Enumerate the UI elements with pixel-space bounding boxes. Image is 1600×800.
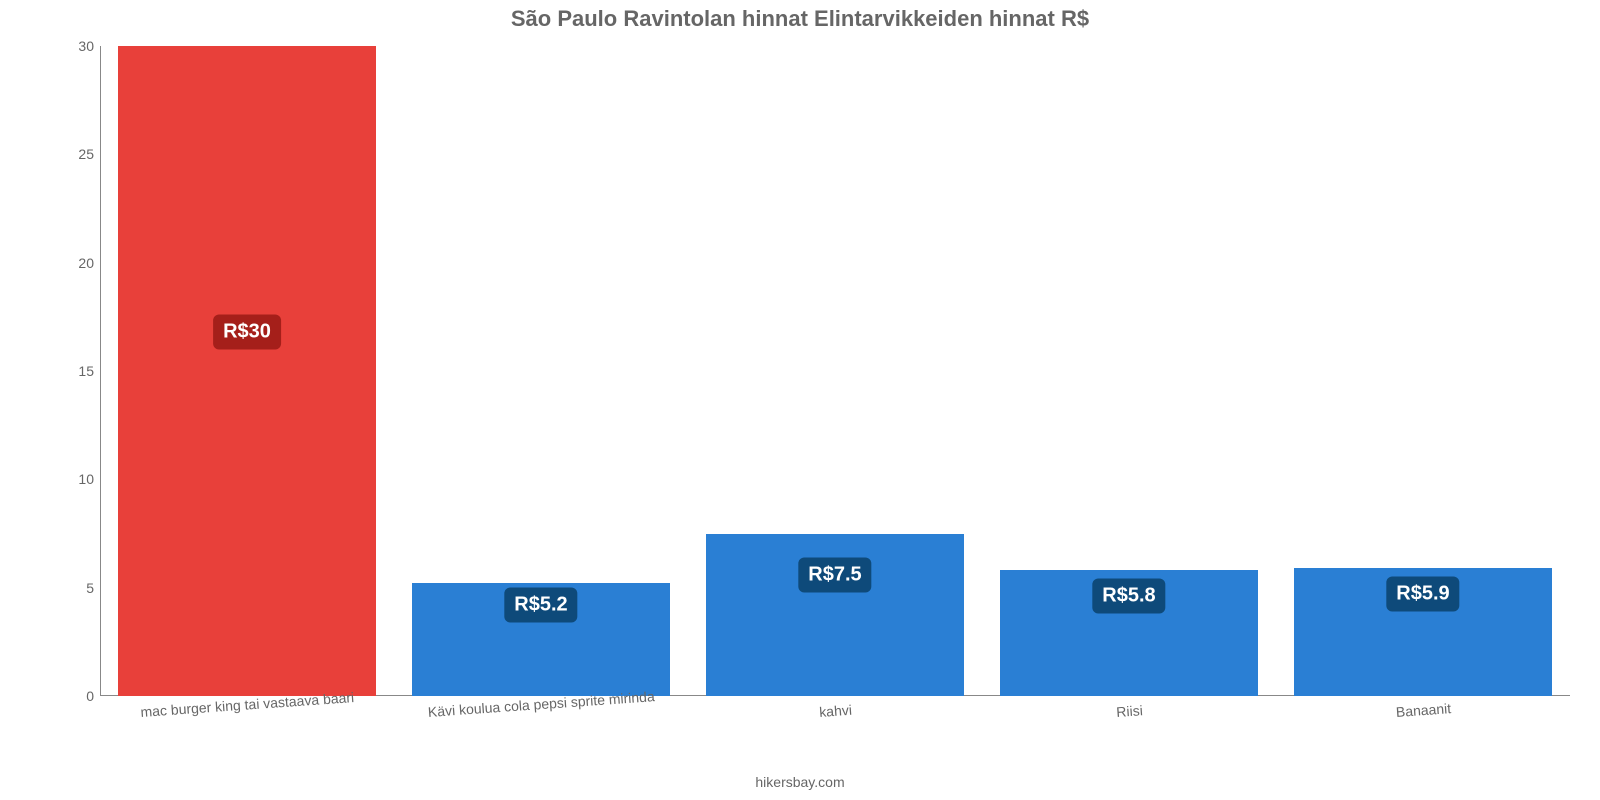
plot-area: 051015202530 R$30R$5.2R$7.5R$5.8R$5.9 — [100, 46, 1570, 696]
bar-slot: R$5.2 — [412, 46, 671, 696]
x-tick-label: Riisi — [1116, 702, 1144, 720]
bar-value-label: R$5.2 — [504, 588, 577, 623]
bar — [118, 46, 377, 696]
bars-container: R$30 R$5.2 R$7.5 R$5.8 R$5.9 — [100, 46, 1570, 696]
y-axis: 051015202530 — [40, 46, 100, 696]
bar-slot: R$5.8 — [1000, 46, 1259, 696]
attribution-text: hikersbay.com — [0, 774, 1600, 790]
bar-slot: R$7.5 — [706, 46, 965, 696]
chart-title: São Paulo Ravintolan hinnat Elintarvikke… — [0, 6, 1600, 32]
x-tick-label: Banaanit — [1395, 700, 1451, 720]
price-bar-chart: São Paulo Ravintolan hinnat Elintarvikke… — [0, 0, 1600, 800]
bar-slot: R$5.9 — [1294, 46, 1553, 696]
y-tick-label: 30 — [78, 38, 94, 54]
bar-value-label: R$5.9 — [1386, 577, 1459, 612]
y-tick-label: 0 — [86, 688, 94, 704]
bar-slot: R$30 — [118, 46, 377, 696]
x-tick-label: kahvi — [819, 702, 853, 720]
y-tick-label: 5 — [86, 580, 94, 596]
bar-value-label: R$5.8 — [1092, 579, 1165, 614]
bar-value-label: R$7.5 — [798, 557, 871, 592]
bar-value-label: R$30 — [213, 315, 281, 350]
y-tick-label: 25 — [78, 146, 94, 162]
y-tick-label: 15 — [78, 363, 94, 379]
y-tick-label: 10 — [78, 471, 94, 487]
y-tick-label: 20 — [78, 255, 94, 271]
